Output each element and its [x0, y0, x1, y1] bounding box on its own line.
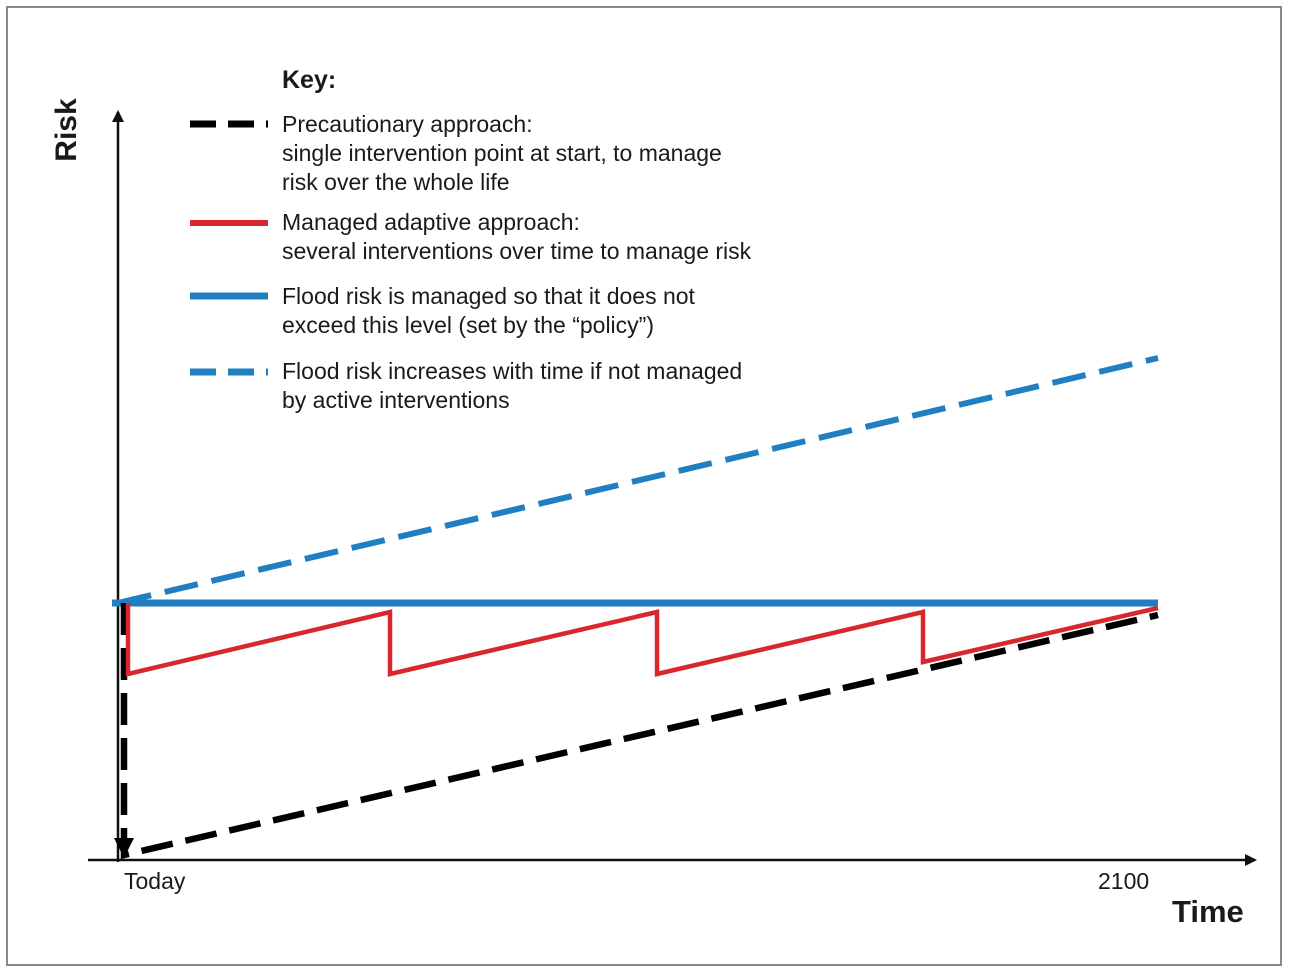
legend-entry-unmanaged: Flood risk increases with time if not ma… [282, 357, 742, 415]
y-axis-label: Risk [50, 98, 83, 162]
x-tick-end-label: 2100 [1098, 868, 1150, 894]
x-axis-label: Time [1172, 894, 1244, 929]
legend-text-line: Flood risk is managed so that it does no… [282, 283, 695, 309]
unmanaged-risk-line [117, 355, 1159, 606]
precautionary-arrowhead [114, 838, 134, 858]
legend-text-line: several interventions over time to manag… [282, 238, 752, 264]
legend-text-line: Flood risk increases with time if not ma… [282, 358, 743, 384]
legend-entry-adaptive: Managed adaptive approach: several inter… [282, 208, 751, 266]
legend-text-line: risk over the whole life [282, 169, 510, 195]
adaptive-approach-line [125, 603, 1159, 677]
legend-text-line: Managed adaptive approach: [282, 209, 580, 235]
legend-entry-managed-level: Flood risk is managed so that it does no… [282, 282, 695, 340]
legend-text-line: by active interventions [282, 387, 510, 413]
legend-entry-precautionary: Precautionary approach: single intervent… [282, 110, 722, 197]
key-title: Key: [282, 66, 337, 94]
legend-text-line: Precautionary approach: [282, 111, 533, 137]
precautionary-line [120, 603, 1159, 860]
x-tick-start-label: Today [124, 868, 186, 894]
legend-text-line: single intervention point at start, to m… [282, 140, 722, 166]
legend-text-line: exceed this level (set by the “policy”) [282, 312, 654, 338]
diagram-frame [6, 6, 1282, 966]
